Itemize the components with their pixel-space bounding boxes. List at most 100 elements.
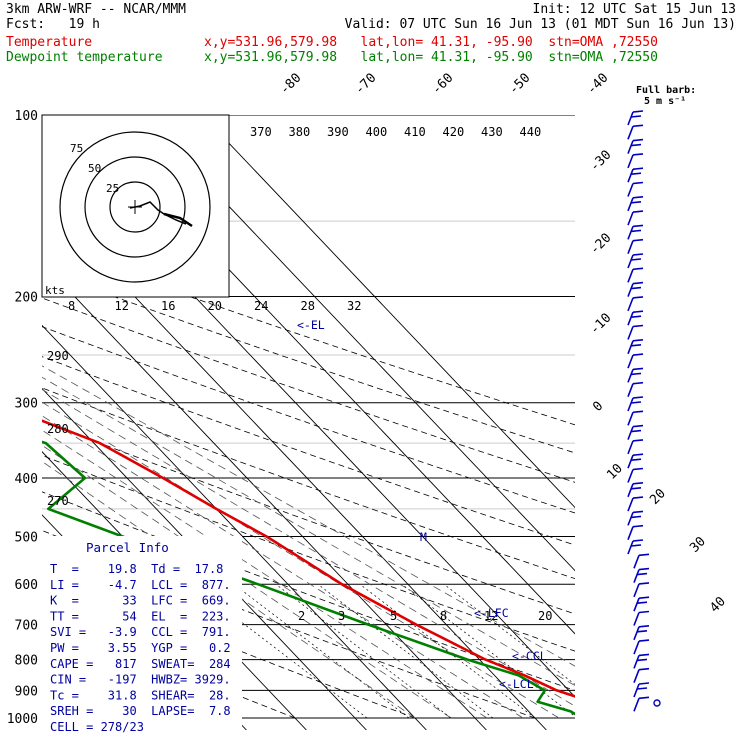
isotherm: [42, 387, 367, 730]
forecast-hour: Fcst: 19 h: [6, 17, 100, 32]
moist-adiabat: [42, 388, 575, 707]
moist-adiabat: [42, 365, 575, 667]
parcel-info-row: K = 33 LFC = 669.: [50, 594, 231, 608]
wind-barb: [627, 138, 644, 154]
wind-barb: [633, 553, 650, 569]
skew-temp-tick-label: 0: [590, 399, 606, 415]
skew-temp-tick-label: 30: [687, 534, 709, 556]
mixing-ratio-low-label: 3: [338, 609, 345, 623]
theta-label: 380: [289, 125, 311, 139]
init-time: Init: 12 UTC Sat 15 Jun 13: [532, 2, 737, 17]
moist-adiabat: [42, 429, 488, 719]
pressure-tick-label: 100: [15, 109, 38, 124]
pressure-tick-label: 600: [15, 578, 38, 593]
theta-label: 420: [443, 125, 465, 139]
moist-adiabat: [42, 376, 575, 687]
pressure-tick-label: 800: [15, 654, 38, 669]
level-marker-lcl: <-LCL: [499, 677, 534, 691]
skew-temp-tick-label: 20: [647, 486, 669, 508]
model-title: 3km ARW-WRF -- NCAR/MMM: [6, 2, 187, 17]
dry-adiabat: [42, 297, 575, 483]
wind-barb: [633, 639, 650, 655]
wind-barb: [627, 238, 644, 254]
mixing-ratio-top-label: 16: [161, 299, 175, 313]
wind-barb: [627, 510, 644, 526]
skew-temp-tick-label: -10: [587, 311, 614, 338]
isotherm: [141, 115, 575, 572]
hodograph: 25 50 75 kts: [41, 114, 230, 298]
wind-barb: [627, 253, 644, 269]
wind-barb: [627, 353, 644, 369]
wind-barb: [627, 167, 644, 183]
wind-barb: [627, 310, 644, 326]
pressure-tick-label: 900: [15, 684, 38, 699]
wind-barb: [627, 296, 644, 312]
mixing-ratio-top-label: 20: [208, 299, 222, 313]
wind-barb: [627, 424, 644, 440]
level-marker-ccl: <-CCL: [512, 649, 547, 663]
isotherm: [42, 324, 427, 730]
wind-barb: [633, 682, 650, 698]
pressure-tick-label: 300: [15, 397, 38, 412]
wind-barb: [627, 324, 644, 340]
mixing-ratio-line: [233, 583, 410, 719]
wind-barb: [627, 539, 644, 555]
mixing-ratio-low-label: 5: [390, 609, 397, 623]
temperature-station-info: x,y=531.96,579.98 lat,lon= 41.31, -95.90…: [204, 35, 658, 50]
parcel-info-row: SREH = 30 LAPSE= 7.8: [50, 704, 231, 718]
mixing-ratio-top-label: 8: [68, 299, 75, 313]
parcel-info-row: LI = -4.7 LCL = 877.: [50, 578, 231, 592]
wind-barb: [627, 153, 644, 169]
parcel-info-row: SVI = -3.9 CCL = 791.: [50, 625, 231, 639]
hodograph-ring-label-25: 25: [106, 182, 119, 195]
wind-barb: [633, 567, 650, 583]
wind-barb: [627, 396, 644, 412]
wind-barb: [627, 410, 644, 426]
parcel-info-row: TT = 54 EL = 223.: [50, 609, 231, 623]
wind-barb: [627, 524, 644, 540]
skew-temp-tick-label: -80: [277, 71, 304, 98]
theta-label: 390: [327, 125, 349, 139]
theta-label: 400: [366, 125, 388, 139]
wind-barb: [633, 582, 650, 598]
mixing-ratio-top-label: 12: [115, 299, 129, 313]
hodograph-ring-50: [84, 156, 186, 258]
hodograph-trace: [129, 201, 187, 225]
theta-label: 370: [250, 125, 272, 139]
moist-adiabat: [42, 401, 560, 719]
skew-temp-tick-label: -70: [352, 71, 379, 98]
dry-adiabat: [42, 326, 575, 514]
wind-barb: [627, 196, 644, 212]
mixing-ratio-line: [317, 583, 494, 719]
skew-temp-tick-label: 10: [604, 461, 626, 483]
theta-label: 430: [481, 125, 503, 139]
wind-barb: [627, 482, 644, 498]
parcel-info-row: Tc = 31.8 SHEAR= 28.: [50, 688, 231, 702]
mixing-ratio-low-label: 20: [538, 609, 552, 623]
skew-temp-tick-label: -30: [587, 148, 614, 175]
wind-barb: [627, 496, 644, 512]
skew-temp-tick-label: -40: [584, 71, 611, 98]
skew-temp-tick-label: -20: [587, 231, 614, 258]
parcel-info-row: T = 19.8 Td = 17.8: [50, 562, 223, 576]
wind-barb: [633, 696, 650, 712]
mixing-ratio-top-label: 28: [301, 299, 315, 313]
temperature-profile-line: [42, 419, 575, 698]
hodograph-ring-label-50: 50: [88, 162, 101, 175]
hodograph-unit-label: kts: [45, 284, 65, 297]
theta-low-label: 280: [47, 422, 69, 436]
pressure-tick-label: 700: [15, 619, 38, 634]
moist-adiabat: [42, 415, 524, 719]
temperature-legend-label: Temperature: [6, 35, 93, 50]
mixing-ratio-line: [443, 583, 575, 685]
pressure-tick-label: 500: [15, 530, 38, 545]
parcel-info-row: PW = 3.55 YGP = 0.2: [50, 641, 231, 655]
wind-barb: [627, 467, 644, 483]
moist-adiabat: [42, 444, 452, 719]
wind-barb: [627, 339, 644, 355]
wind-barb: [627, 453, 644, 469]
skew-temp-tick-label: 40: [707, 594, 729, 616]
parcel-info-row: CIN = -197 HWBZ= 3929.: [50, 673, 231, 687]
mixing-ratio-low-label: 12: [484, 609, 498, 623]
